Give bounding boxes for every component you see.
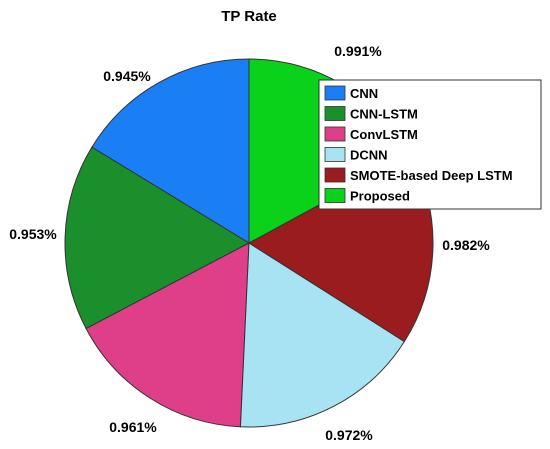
legend-swatch [324,85,346,101]
slice-label: 0.991% [334,43,382,59]
legend-entry-label: SMOTE-based Deep LSTM [350,168,513,183]
legend-entry-label: ConvLSTM [350,127,418,142]
legend-entry-label: CNN-LSTM [350,107,418,122]
legend-entry-label: Proposed [350,189,410,204]
slice-label: 0.953% [9,226,57,242]
legend: CNN CNN-LSTM ConvLSTM DCNN SMOTE-based Deep … [318,79,542,210]
pie-slice-dcnn [239,242,406,428]
legend-entry-label: CNN [350,86,378,101]
pie-slice-cnn-lstm [64,146,251,330]
slice-label: 0.972% [325,427,373,443]
legend-swatch [324,167,346,183]
legend-entry-label: DCNN [350,148,388,163]
pie-slice-cnn [91,58,250,244]
chart-title: TP Rate [221,8,277,25]
legend-box [318,79,542,210]
legend-swatch [324,106,346,121]
slice-labels: 0.945% 0.953% 0.961% 0.972% 0.982% 0.991% [9,43,490,443]
slice-label: 0.982% [442,237,490,253]
legend-swatch [324,188,346,203]
slice-label: 0.945% [103,68,151,84]
pie-slice-convlstm [85,242,250,428]
legend-swatch [324,126,346,142]
slice-label: 0.961% [109,419,157,435]
legend-swatch [324,147,346,162]
